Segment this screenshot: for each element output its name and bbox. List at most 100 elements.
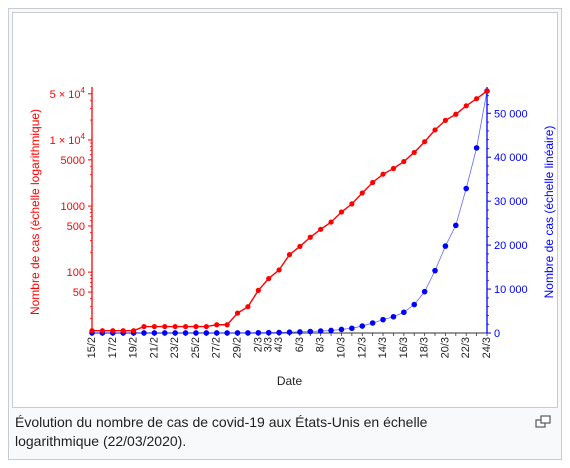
x-tick-label: 17/2 — [107, 337, 119, 358]
chart-frame[interactable]: 15/2 17/2 19/2 21/2 23/2 25/2 27/2 29/2 2/3 3/3 4/… — [12, 12, 558, 408]
series-linear-point — [307, 328, 314, 335]
series-log-point — [151, 323, 157, 330]
series-log-point — [214, 322, 220, 328]
series-log-point — [182, 323, 189, 330]
series-linear-point — [161, 330, 168, 336]
series-linear-point — [442, 243, 449, 249]
series-linear-point — [182, 330, 189, 336]
series-log-point — [141, 323, 147, 330]
y-right-tick-label: 40 000 — [494, 152, 528, 164]
series-log-point — [297, 243, 303, 250]
series-linear-point — [359, 323, 366, 329]
series-linear-point — [401, 309, 407, 316]
y-left-tick-label: 50 — [73, 287, 85, 299]
x-tick-label: 22/3 — [460, 337, 472, 358]
series-log-point — [89, 328, 95, 334]
x-tick-label: 3/3 — [263, 337, 275, 352]
series-log-point — [266, 275, 272, 282]
x-tick-label: 15/2 — [86, 337, 98, 358]
x-tick-label: 20/3 — [439, 337, 451, 358]
series-linear-point — [255, 329, 262, 336]
series-linear-point — [473, 145, 480, 151]
x-tick-label: 8/3 — [315, 337, 327, 352]
y-left-tick-label: 5000 — [61, 155, 85, 167]
series-log-point — [172, 323, 178, 330]
figure-caption: Évolution du nombre de cas de covid-19 a… — [15, 414, 428, 449]
series-linear-point — [193, 330, 199, 336]
x-tick-label: 29/2 — [232, 337, 244, 358]
series-log-line — [92, 90, 488, 332]
series-linear-point — [349, 325, 355, 332]
series-linear-point — [328, 327, 334, 334]
series-log-point — [359, 190, 365, 196]
y-left-tick-label: 100 — [67, 267, 85, 279]
y-right-tick-label: 0 — [494, 328, 500, 340]
series-linear-point — [463, 185, 470, 192]
x-tick-label: 10/3 — [335, 337, 347, 358]
series-log-point — [422, 139, 428, 145]
x-tick-label: 4/3 — [273, 337, 285, 352]
series-log-point — [349, 201, 355, 207]
series-log-point — [120, 328, 126, 334]
series-log-point — [245, 304, 251, 310]
magnify-icon[interactable] — [535, 415, 551, 429]
series-linear-point — [317, 328, 324, 334]
x-tick-label: 25/2 — [190, 337, 202, 358]
y-right-tick-label: 10 000 — [494, 284, 528, 296]
series-log-point — [401, 158, 407, 165]
series-log-point — [390, 165, 397, 172]
series-log-point — [162, 323, 168, 330]
x-axis-title: Date — [277, 374, 303, 388]
covid-cases-chart: 15/2 17/2 19/2 21/2 23/2 25/2 27/2 29/2 2/33/34/… — [28, 86, 556, 388]
series-log-point — [432, 127, 438, 133]
series-log-point — [255, 287, 261, 293]
x-tick-label: 16/3 — [398, 337, 410, 358]
series-linear-point — [224, 330, 230, 336]
series-log-point — [224, 322, 230, 328]
series-log-point — [338, 209, 345, 215]
series-log-point — [318, 226, 324, 232]
series-linear-point — [432, 267, 438, 274]
x-tick-label: 21/2 — [148, 337, 160, 358]
series-log-point — [286, 252, 293, 258]
series-log-point — [484, 88, 490, 94]
series-linear-point — [234, 330, 241, 336]
x-tick-label: 6/3 — [294, 337, 306, 352]
y-left-tick-label: 500 — [67, 221, 85, 233]
series-linear-point — [151, 330, 158, 336]
x-tick-label: 24/3 — [481, 337, 493, 358]
series-log-point — [110, 328, 116, 334]
series-linear-point — [338, 326, 345, 333]
series-log-point — [370, 179, 376, 186]
series-linear-point — [297, 329, 303, 335]
y-left-tick-label: 1000 — [61, 201, 85, 213]
x-tick-label: 12/3 — [356, 337, 368, 358]
series-linear-point — [453, 222, 459, 229]
series-linear-line — [92, 90, 488, 334]
series-linear-point — [421, 288, 428, 295]
series-log-point — [193, 323, 199, 330]
series-log-point — [463, 103, 469, 109]
y-right-tick-label: 30 000 — [494, 196, 528, 208]
series-linear-point — [276, 329, 282, 336]
x-tick-label: 19/2 — [128, 337, 140, 358]
series-log-point — [380, 171, 386, 177]
series-linear-point — [380, 316, 386, 323]
series-linear-point — [286, 329, 293, 335]
y-right-tick-label: 50 000 — [494, 108, 528, 120]
y-left-axis-title: Nombre de cas (échelle logarithmique) — [28, 109, 42, 315]
series-linear-point — [411, 301, 418, 308]
series-linear-point — [369, 320, 376, 326]
series-linear-point — [245, 330, 251, 336]
y-right-tick-label: 20 000 — [494, 240, 528, 252]
x-tick-label: 2/3 — [252, 337, 264, 352]
series-log-point — [442, 117, 449, 123]
series-log-point — [307, 234, 313, 240]
y-left-tick-label: 1 × 104 — [50, 132, 86, 147]
series-log-point — [474, 96, 480, 102]
series-linear-point — [265, 329, 272, 336]
figure-thumbnail: 15/2 17/2 19/2 21/2 23/2 25/2 27/2 29/2 2/3 3/3 4/… — [8, 8, 562, 460]
x-tick-label: 14/3 — [377, 337, 389, 358]
series-linear-point — [203, 330, 210, 336]
y-left-tick-label: 5 × 104 — [50, 86, 86, 101]
